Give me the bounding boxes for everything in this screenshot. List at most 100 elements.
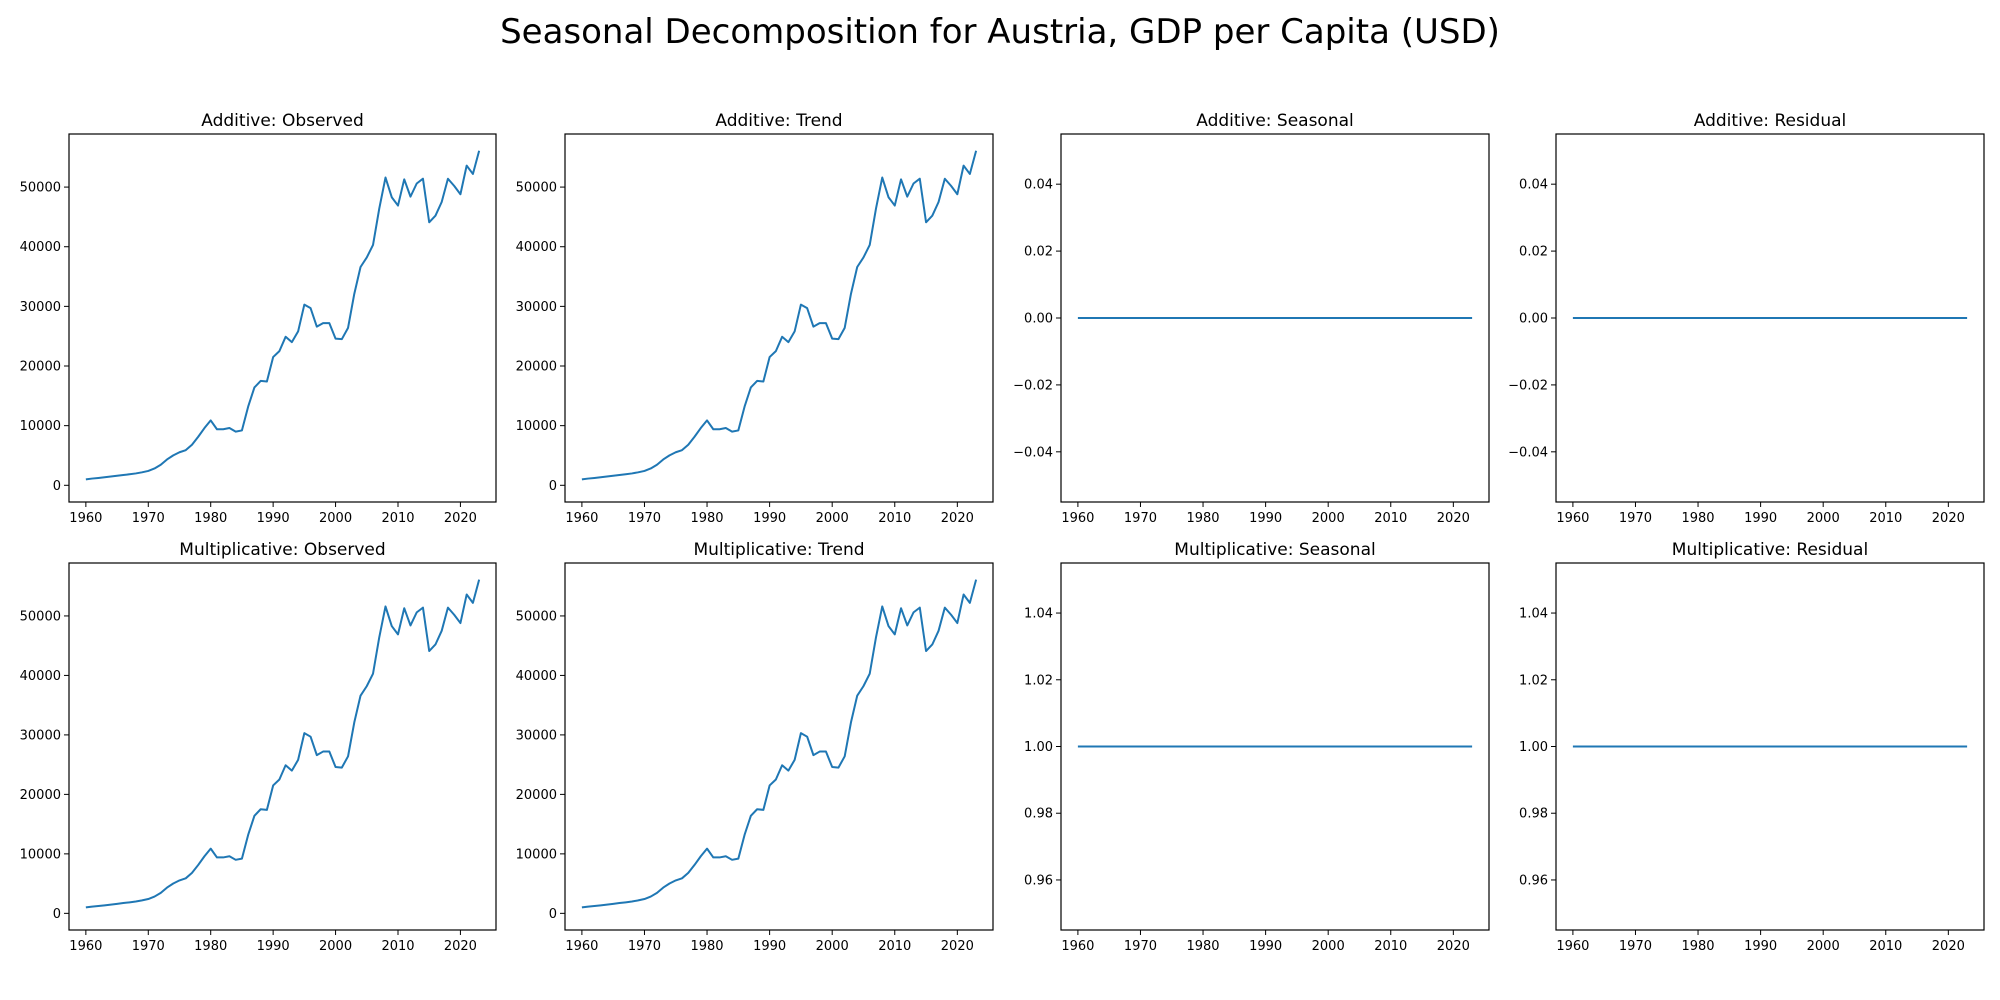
axes-frame — [564, 133, 994, 503]
chart-title: Multiplicative: Residual — [1672, 540, 1868, 560]
y-tick-label: 20000 — [516, 360, 557, 375]
y-tick-label: 1.00 — [1519, 740, 1548, 755]
y-tick-label: 40000 — [20, 240, 61, 255]
y-tick-label: 0.04 — [1024, 178, 1053, 193]
y-tick-label: 10000 — [20, 419, 61, 434]
x-tick-label: 1970 — [1124, 939, 1157, 954]
x-tick-label: 2010 — [1869, 511, 1902, 526]
x-tick-label: 2010 — [878, 939, 911, 954]
y-tick-label: 50000 — [516, 181, 557, 196]
x-tick-label: 1970 — [132, 511, 165, 526]
chart-panel-2: Additive: Trend 1960 1970 1980 1990 2000 2010 2… — [516, 111, 994, 526]
y-tick-label: 0 — [549, 479, 557, 494]
y-tick-label: 20000 — [516, 788, 557, 803]
chart-title: Multiplicative: Seasonal — [1174, 540, 1375, 560]
y-tick-label: 40000 — [516, 669, 557, 684]
y-tick-label: −0.02 — [1013, 378, 1053, 393]
x-tick-label: 1980 — [194, 939, 227, 954]
x-tick-label: 1960 — [69, 939, 102, 954]
x-tick-label: 1970 — [628, 939, 661, 954]
x-tick-label: 1990 — [1744, 939, 1777, 954]
x-tick-label: 1960 — [1556, 511, 1589, 526]
x-tick-label: 1990 — [257, 939, 290, 954]
x-tick-label: 1970 — [1619, 939, 1652, 954]
x-tick-label: 2020 — [1932, 939, 1965, 954]
y-tick-label: 50000 — [20, 181, 61, 196]
x-tick-label: 1990 — [1249, 939, 1282, 954]
x-tick-label: 2000 — [319, 511, 352, 526]
chart-panel-4: Additive: Residual 1960 1970 1980 1990 2000 20… — [1508, 111, 1985, 526]
x-tick-label: 1980 — [194, 511, 227, 526]
x-tick-label: 2020 — [941, 939, 974, 954]
y-tick-label: −0.02 — [1508, 378, 1548, 393]
y-tick-label: 30000 — [516, 728, 557, 743]
y-tick-label: 0.96 — [1519, 873, 1548, 888]
x-tick-label: 1980 — [1186, 939, 1219, 954]
y-tick-label: 10000 — [516, 847, 557, 862]
y-tick-label: 0 — [53, 907, 61, 922]
x-tick-label: 2000 — [1312, 939, 1345, 954]
x-tick-label: 1980 — [690, 511, 723, 526]
x-tick-label: 1980 — [1681, 939, 1714, 954]
y-tick-label: 40000 — [20, 669, 61, 684]
y-tick-label: 0.04 — [1519, 178, 1548, 193]
chart-panel-7: Multiplicative: Seasonal 1960 1970 1980 1990… — [1024, 540, 1490, 954]
y-tick-label: −0.04 — [1013, 445, 1053, 460]
x-tick-label: 1970 — [628, 511, 661, 526]
chart-title: Additive: Residual — [1694, 111, 1846, 131]
x-tick-label: 2010 — [381, 511, 414, 526]
series-line — [581, 150, 978, 481]
y-tick-label: 10000 — [20, 847, 61, 862]
x-tick-label: 2000 — [1312, 511, 1345, 526]
series-line — [85, 579, 481, 909]
y-tick-label: 1.02 — [1519, 673, 1548, 688]
figure-title: Seasonal Decomposition for Austria, GDP … — [500, 12, 1500, 52]
y-tick-label: 0.98 — [1519, 807, 1548, 822]
y-tick-label: 1.02 — [1024, 673, 1053, 688]
y-tick-label: 20000 — [20, 360, 61, 375]
x-tick-label: 1990 — [753, 939, 786, 954]
x-tick-label: 1970 — [132, 939, 165, 954]
x-tick-label: 1960 — [1061, 939, 1094, 954]
x-tick-label: 2000 — [816, 511, 849, 526]
chart-title: Additive: Observed — [201, 111, 363, 131]
axes-frame — [68, 133, 497, 503]
x-tick-label: 2000 — [1807, 511, 1840, 526]
x-tick-label: 2000 — [1807, 939, 1840, 954]
series-line — [581, 579, 978, 909]
x-tick-label: 2000 — [816, 939, 849, 954]
series-line — [85, 150, 481, 481]
y-tick-label: 10000 — [516, 419, 557, 434]
x-tick-label: 1980 — [1186, 511, 1219, 526]
y-tick-label: 30000 — [20, 728, 61, 743]
chart-panel-6: Multiplicative: Trend 1960 1970 1980 1990 200… — [516, 540, 994, 954]
y-tick-label: 30000 — [20, 300, 61, 315]
x-tick-label: 2020 — [1437, 511, 1470, 526]
y-tick-label: 0 — [53, 479, 61, 494]
y-tick-label: 40000 — [516, 240, 557, 255]
y-tick-label: 20000 — [20, 788, 61, 803]
chart-title: Multiplicative: Observed — [179, 540, 385, 560]
y-tick-label: 0 — [549, 907, 557, 922]
x-tick-label: 2010 — [1869, 939, 1902, 954]
chart-title: Additive: Trend — [715, 111, 842, 131]
y-tick-label: 1.04 — [1024, 607, 1053, 622]
chart-panel-3: Additive: Seasonal 1960 1970 1980 1990 2000 20… — [1013, 111, 1490, 526]
x-tick-label: 2000 — [319, 939, 352, 954]
x-tick-label: 1960 — [1556, 939, 1589, 954]
chart-title: Multiplicative: Trend — [693, 540, 864, 560]
chart-panel-5: Multiplicative: Observed 1960 1970 1980 1990… — [20, 540, 497, 954]
y-tick-label: 30000 — [516, 300, 557, 315]
x-tick-label: 1980 — [690, 939, 723, 954]
y-tick-label: 50000 — [516, 609, 557, 624]
x-tick-label: 1960 — [69, 511, 102, 526]
x-tick-label: 2010 — [381, 939, 414, 954]
y-tick-label: 1.00 — [1024, 740, 1053, 755]
x-tick-label: 1970 — [1124, 511, 1157, 526]
y-tick-label: 50000 — [20, 609, 61, 624]
chart-title: Additive: Seasonal — [1196, 111, 1354, 131]
y-tick-label: 0.98 — [1024, 807, 1053, 822]
chart-panel-8: Multiplicative: Residual 1960 1970 1980 1990… — [1519, 540, 1985, 954]
y-tick-label: −0.04 — [1508, 445, 1548, 460]
